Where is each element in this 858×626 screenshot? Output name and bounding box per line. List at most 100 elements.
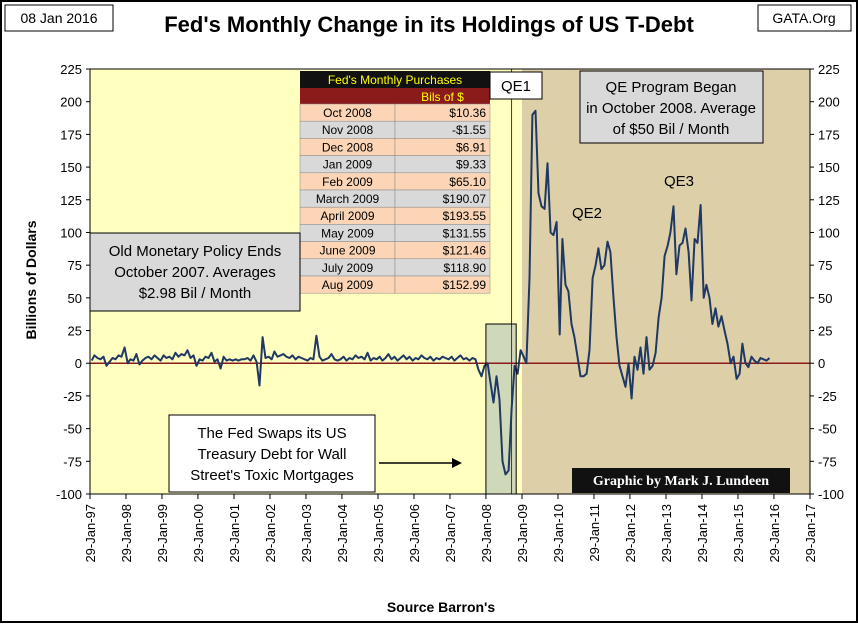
source-tag: GATA.Org bbox=[772, 10, 835, 26]
table-title-bg bbox=[300, 71, 490, 88]
x-tick-label: 29-Jan-09 bbox=[515, 504, 530, 563]
table-value: $9.33 bbox=[456, 158, 486, 172]
table-value: $65.10 bbox=[449, 175, 486, 189]
x-axis: 29-Jan-97 29-Jan-98 29-Jan-99 29-Jan-00 29-J… bbox=[83, 494, 818, 563]
table-month: Oct 2008 bbox=[323, 106, 372, 120]
table-value: $118.90 bbox=[444, 261, 487, 275]
qe2-label: QE2 bbox=[572, 205, 602, 222]
table-value: $190.07 bbox=[443, 192, 487, 206]
x-tick-label: 29-Jan-98 bbox=[119, 504, 134, 563]
credit-box bbox=[572, 468, 790, 493]
table-month: Jan 2009 bbox=[323, 158, 373, 172]
note-line: in October 2008. Average bbox=[586, 100, 756, 117]
table-value: -$1.55 bbox=[452, 123, 486, 137]
note-line: Street's Toxic Mortgages bbox=[190, 467, 354, 484]
y-tick-label-left: -25 bbox=[63, 389, 82, 404]
table-value-cell bbox=[394, 275, 491, 294]
note-line: The Fed Swaps its US bbox=[197, 425, 346, 442]
y-tick-label-right: -25 bbox=[818, 389, 837, 404]
y-axis-right: -100 -75 -50 -25 0 25 50 75 100 125 150 175 200 225 bbox=[810, 62, 844, 502]
table-header-blank bbox=[300, 88, 395, 104]
x-tick-label: 29-Jan-00 bbox=[191, 504, 206, 563]
x-tick-label: 29-Jan-07 bbox=[443, 504, 458, 563]
swap-highlight bbox=[485, 323, 517, 495]
y-tick-label-left: -50 bbox=[63, 422, 82, 437]
y-tick-label-right: 100 bbox=[818, 225, 840, 240]
qe3-label: QE3 bbox=[664, 173, 694, 190]
y-tick-label-left: -100 bbox=[56, 487, 82, 502]
table-month: Aug 2009 bbox=[322, 278, 374, 292]
table-value: $6.91 bbox=[456, 140, 486, 154]
y-tick-label-right: 25 bbox=[818, 324, 832, 339]
table-month: May 2009 bbox=[321, 226, 374, 240]
table-value: $10.36 bbox=[449, 106, 486, 120]
table-value: $193.55 bbox=[443, 209, 487, 223]
y-tick-label-right: 225 bbox=[818, 62, 840, 77]
y-tick-label-left: 200 bbox=[60, 95, 82, 110]
x-tick-label: 29-Jan-15 bbox=[731, 504, 746, 563]
purchases-table: Fed's Monthly Purchases Bils of $ Oct 2008… bbox=[299, 71, 491, 294]
y-tick-label-right: 50 bbox=[818, 291, 832, 306]
table-month: July 2009 bbox=[322, 261, 374, 275]
y-tick-label-right: 200 bbox=[818, 95, 840, 110]
note-line: Treasury Debt for Wall bbox=[198, 446, 347, 463]
x-tick-label: 29-Jan-06 bbox=[407, 504, 422, 563]
source-tag-box bbox=[757, 4, 852, 32]
credit-label: Graphic by Mark J. Lundeen bbox=[593, 474, 769, 489]
x-tick-label: 29-Jan-16 bbox=[767, 504, 782, 563]
x-tick-label: 29-Jan-03 bbox=[299, 504, 314, 563]
note-line: of $50 Bil / Month bbox=[613, 121, 730, 138]
x-tick-label: 29-Jan-10 bbox=[551, 504, 566, 563]
x-tick-label: 29-Jan-13 bbox=[659, 504, 674, 563]
table-month: April 2009 bbox=[320, 209, 374, 223]
x-tick-label: 29-Jan-04 bbox=[335, 504, 350, 563]
x-tick-label: 29-Jan-12 bbox=[623, 504, 638, 563]
series-line bbox=[90, 109, 771, 476]
note-line: Old Monetary Policy Ends bbox=[109, 243, 282, 260]
swap-arrow-head bbox=[452, 458, 462, 468]
y-tick-label-right: 150 bbox=[818, 160, 840, 175]
y-axis-left: -100 -75 -50 -25 0 25 50 75 100 125 150 175 200 225 bbox=[56, 62, 90, 502]
x-tick-label: 29-Jan-99 bbox=[155, 504, 170, 563]
y-tick-label-right: -100 bbox=[818, 487, 844, 502]
y-tick-label-left: 125 bbox=[60, 193, 82, 208]
y-tick-label-right: -50 bbox=[818, 422, 837, 437]
table-header-unit: Bils of $ bbox=[421, 90, 464, 104]
x-tick-label: 29-Jan-17 bbox=[803, 504, 818, 563]
x-axis-title: Source Barron's bbox=[387, 599, 496, 615]
note-line: $2.98 Bil / Month bbox=[139, 285, 252, 302]
x-tick-label: 29-Jan-11 bbox=[587, 504, 602, 562]
y-tick-label-right: 125 bbox=[818, 193, 840, 208]
x-tick-label: 29-Jan-08 bbox=[479, 504, 494, 563]
y-tick-label-right: 0 bbox=[818, 356, 825, 371]
table-month: June 2009 bbox=[319, 244, 375, 258]
table-month: March 2009 bbox=[316, 192, 380, 206]
old-policy-note: Old Monetary Policy Ends October 2007. Av… bbox=[109, 243, 282, 302]
fed-swaps-note: The Fed Swaps its US Treasury Debt for Wa… bbox=[190, 425, 354, 484]
x-tick-label: 29-Jan-14 bbox=[695, 504, 710, 563]
y-tick-label-right: 175 bbox=[818, 127, 840, 142]
x-tick-label: 29-Jan-05 bbox=[371, 504, 386, 563]
y-tick-label-left: 75 bbox=[68, 258, 82, 273]
table-header-unit-bg bbox=[395, 88, 490, 104]
qe1-label: QE1 bbox=[501, 78, 531, 95]
y-tick-label-right: -75 bbox=[818, 454, 837, 469]
x-tick-label: 29-Jan-02 bbox=[263, 504, 278, 563]
date-box bbox=[4, 4, 114, 32]
qe1-box bbox=[489, 71, 543, 100]
y-tick-label-left: 100 bbox=[60, 225, 82, 240]
chart-title: Fed's Monthly Change in its Holdings of … bbox=[164, 12, 694, 37]
qe-began-box bbox=[579, 70, 764, 144]
note-line: October 2007. Averages bbox=[114, 264, 276, 281]
x-tick-label: 29-Jan-97 bbox=[83, 504, 98, 563]
note-line: QE Program Began bbox=[606, 79, 737, 96]
y-tick-label-left: 25 bbox=[68, 324, 82, 339]
old-policy-box bbox=[89, 232, 301, 312]
fed-swaps-box bbox=[168, 414, 376, 493]
y-tick-label-left: 50 bbox=[68, 291, 82, 306]
table-month: Nov 2008 bbox=[322, 123, 374, 137]
table-month: Feb 2009 bbox=[322, 175, 373, 189]
y-tick-label-left: 0 bbox=[75, 356, 82, 371]
